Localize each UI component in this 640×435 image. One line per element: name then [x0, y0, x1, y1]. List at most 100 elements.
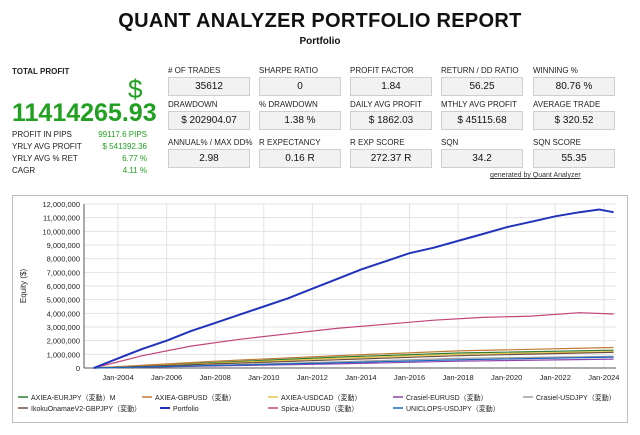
- stat-label: ANNUAL% / MAX DD%: [168, 138, 253, 147]
- stat-label: # OF TRADES: [168, 66, 221, 75]
- y-tick-label: 3,000,000: [47, 323, 80, 332]
- stat-value: 80.76 %: [533, 77, 615, 96]
- legend-label: AXIEA-EURJPY（変動）M: [31, 393, 116, 402]
- legend-label: Crasiel-EURUSD（変動）: [406, 393, 488, 402]
- x-tick-label: Jan-2014: [345, 373, 376, 382]
- stat-value: $ 202904.07: [168, 111, 250, 130]
- stat-label: DRAWDOWN: [168, 100, 218, 109]
- y-tick-label: 4,000,000: [47, 309, 80, 318]
- y-tick-label: 5,000,000: [47, 296, 80, 305]
- series-line: [93, 346, 614, 369]
- stat-value: 56.25: [441, 77, 523, 96]
- stat-label: % DRAWDOWN: [259, 100, 318, 109]
- y-tick-label: 9,000,000: [47, 241, 80, 250]
- stat-label: PROFIT FACTOR: [350, 66, 414, 75]
- total-profit-value: 11414265.93: [12, 99, 157, 127]
- stat-label: AVERAGE TRADE: [533, 100, 601, 109]
- legend-label: Portfolio: [173, 406, 199, 413]
- legend-label: AXIEA-USDCAD（変動）: [281, 393, 362, 402]
- legend-label: Crasiel-USDJPY（変動）: [536, 393, 616, 402]
- stat-label: MTHLY AVG PROFIT: [441, 100, 518, 109]
- y-axis-label: Equity ($): [19, 269, 28, 304]
- stat-value: 272.37 R: [350, 149, 432, 168]
- series-line: [93, 356, 614, 369]
- stat-annual-maxdd: ANNUAL% / MAX DD% 2.98: [168, 138, 252, 168]
- stat-label: RETURN / DD RATIO: [441, 66, 519, 75]
- y-tick-label: 7,000,000: [47, 268, 80, 277]
- stat-value: 55.35: [533, 149, 615, 168]
- y-tick-label: 6,000,000: [47, 282, 80, 291]
- generated-by-link[interactable]: generated by Quant Analyzer: [490, 172, 581, 179]
- y-tick-label: 8,000,000: [47, 255, 80, 264]
- stat-value: 0.16 R: [259, 149, 341, 168]
- y-tick-label: 12,000,000: [42, 200, 80, 209]
- x-tick-label: Jan-2008: [200, 373, 231, 382]
- x-tick-label: Jan-2024: [588, 373, 619, 382]
- stat-profit-factor: PROFIT FACTOR 1.84: [350, 66, 432, 96]
- stat-label: SHARPE RATIO: [259, 66, 318, 75]
- stat-value: 1.84: [350, 77, 432, 96]
- series-line: [93, 351, 614, 369]
- kv-value: 6.77 %: [122, 154, 147, 163]
- y-tick-label: 0: [76, 364, 80, 373]
- y-tick-label: 11,000,000: [43, 214, 80, 223]
- stat-value: $ 45115.68: [441, 111, 523, 130]
- cagr-row: CAGR 4.11 %: [12, 166, 147, 175]
- stat-return-dd: RETURN / DD RATIO 56.25: [441, 66, 523, 96]
- stat-sqn-score: SQN SCORE 55.35: [533, 138, 615, 168]
- dollar-icon: $: [128, 74, 143, 104]
- stat-value: 0: [259, 77, 341, 96]
- stat-value: 34.2: [441, 149, 523, 168]
- stat-drawdown: DRAWDOWN $ 202904.07: [168, 100, 250, 130]
- stat-value: 2.98: [168, 149, 250, 168]
- legend-label: Spica-AUDUSD（変動）: [281, 404, 358, 413]
- kv-label: PROFIT IN PIPS: [12, 130, 72, 139]
- legend-label: AXIEA-GBPUSD（変動）: [155, 393, 236, 402]
- stat-monthly-avg: MTHLY AVG PROFIT $ 45115.68: [441, 100, 523, 130]
- x-tick-label: Jan-2004: [102, 373, 133, 382]
- stat-avg-trade: AVERAGE TRADE $ 320.52: [533, 100, 615, 130]
- stat-value: $ 320.52: [533, 111, 615, 130]
- x-tick-label: Jan-2018: [442, 373, 473, 382]
- y-tick-label: 2,000,000: [47, 337, 80, 346]
- y-tick-label: 1,000,000: [47, 350, 80, 359]
- stat-r-exp-score: R EXP SCORE 272.37 R: [350, 138, 432, 168]
- kv-label: YRLY AVG PROFIT: [12, 142, 82, 151]
- series-line: [93, 312, 614, 369]
- x-tick-label: Jan-2022: [540, 373, 571, 382]
- stat-sharpe: SHARPE RATIO 0: [259, 66, 341, 96]
- stat-label: SQN SCORE: [533, 138, 582, 147]
- stat-winning: WINNING % 80.76 %: [533, 66, 615, 96]
- stat-label: R EXP SCORE: [350, 138, 405, 147]
- stat-value: 1.38 %: [259, 111, 341, 130]
- stat-daily-avg: DAILY AVG PROFIT $ 1862.03: [350, 100, 432, 130]
- legend-label: UNICLOPS-USDJPY（変動）: [406, 404, 500, 413]
- series-line: [93, 208, 614, 369]
- stat-trades: # OF TRADES 35612: [168, 66, 250, 96]
- y-tick-label: 10,000,000: [42, 227, 80, 236]
- x-tick-label: Jan-2016: [394, 373, 425, 382]
- equity-chart: 0 1,000,000 2,000,000 3,000,000 4,000,000 5,0…: [18, 200, 619, 413]
- x-tick-label: Jan-2006: [151, 373, 182, 382]
- profit-in-pips-row: PROFIT IN PIPS 99117.6 PIPS: [12, 130, 147, 139]
- total-profit-label: TOTAL PROFIT: [12, 67, 70, 76]
- stat-label: SQN: [441, 138, 459, 147]
- stat-value: 35612: [168, 77, 250, 96]
- kv-value: 99117.6 PIPS: [98, 130, 147, 139]
- stat-value: $ 1862.03: [350, 111, 432, 130]
- stat-label: DAILY AVG PROFIT: [350, 100, 423, 109]
- stat-pct-drawdown: % DRAWDOWN 1.38 %: [259, 100, 341, 130]
- x-tick-label: Jan-2012: [297, 373, 328, 382]
- chart-frame: [12, 195, 628, 423]
- kv-value: $ 541392.36: [102, 142, 148, 151]
- legend-label: IkokuOnamaeV2-GBPJPY（変動）: [31, 404, 141, 413]
- stat-label: R EXPECTANCY: [259, 138, 321, 147]
- kv-label: YRLY AVG % RET: [12, 154, 78, 163]
- stat-sqn: SQN 34.2: [441, 138, 523, 168]
- report-title: QUANT ANALYZER PORTFOLIO REPORT: [118, 10, 522, 32]
- stat-label: WINNING %: [533, 66, 578, 75]
- x-tick-label: Jan-2020: [491, 373, 522, 382]
- stat-r-expectancy: R EXPECTANCY 0.16 R: [259, 138, 341, 168]
- kv-label: CAGR: [12, 166, 36, 175]
- yearly-avg-return-row: YRLY AVG % RET 6.77 %: [12, 154, 147, 163]
